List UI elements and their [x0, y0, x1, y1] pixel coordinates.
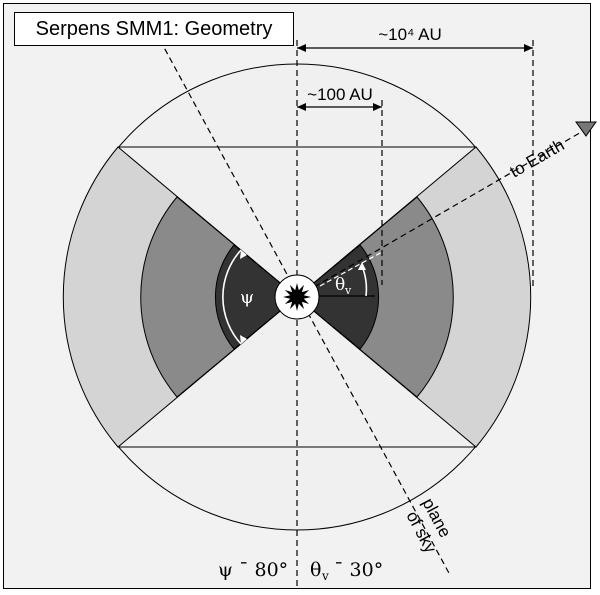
envelope-right-inner	[296, 244, 380, 350]
scale-outer-arrowhead-right	[524, 44, 533, 52]
line-of-sight	[296, 126, 591, 298]
psi-arc	[222, 249, 242, 345]
bottom-psi-label: ψ ˉ 80°	[218, 559, 288, 581]
scale-inner-label: ~100 AU	[307, 85, 373, 104]
to-earth-label: to Earth	[507, 135, 568, 181]
scale-inner-arrowhead-right	[373, 103, 382, 111]
scale-outer-label: ~10⁴ AU	[378, 25, 442, 44]
earth-marker-icon	[575, 121, 597, 137]
scale-outer-arrowhead-left	[297, 44, 306, 52]
protostar-icon	[283, 283, 311, 311]
psi-arc-arrowhead-bottom	[240, 335, 247, 344]
envelope-left-inner	[214, 244, 298, 350]
diagram-title: Serpens SMM1: Geometry	[14, 12, 294, 46]
theta-symbol: θ	[335, 275, 345, 295]
bottom-theta-value: ˉ 30°	[334, 559, 383, 581]
psi-symbol: ψ	[240, 287, 254, 308]
theta-arc-arrowhead	[358, 262, 366, 270]
theta-subscript: v	[344, 284, 352, 297]
bottom-theta-subscript: v	[321, 569, 329, 583]
psi-arc-arrowhead-top	[240, 250, 247, 259]
bottom-theta-symbol: θ	[310, 559, 321, 581]
scale-inner-arrowhead-left	[297, 103, 306, 111]
theta-sightline	[319, 251, 383, 287]
